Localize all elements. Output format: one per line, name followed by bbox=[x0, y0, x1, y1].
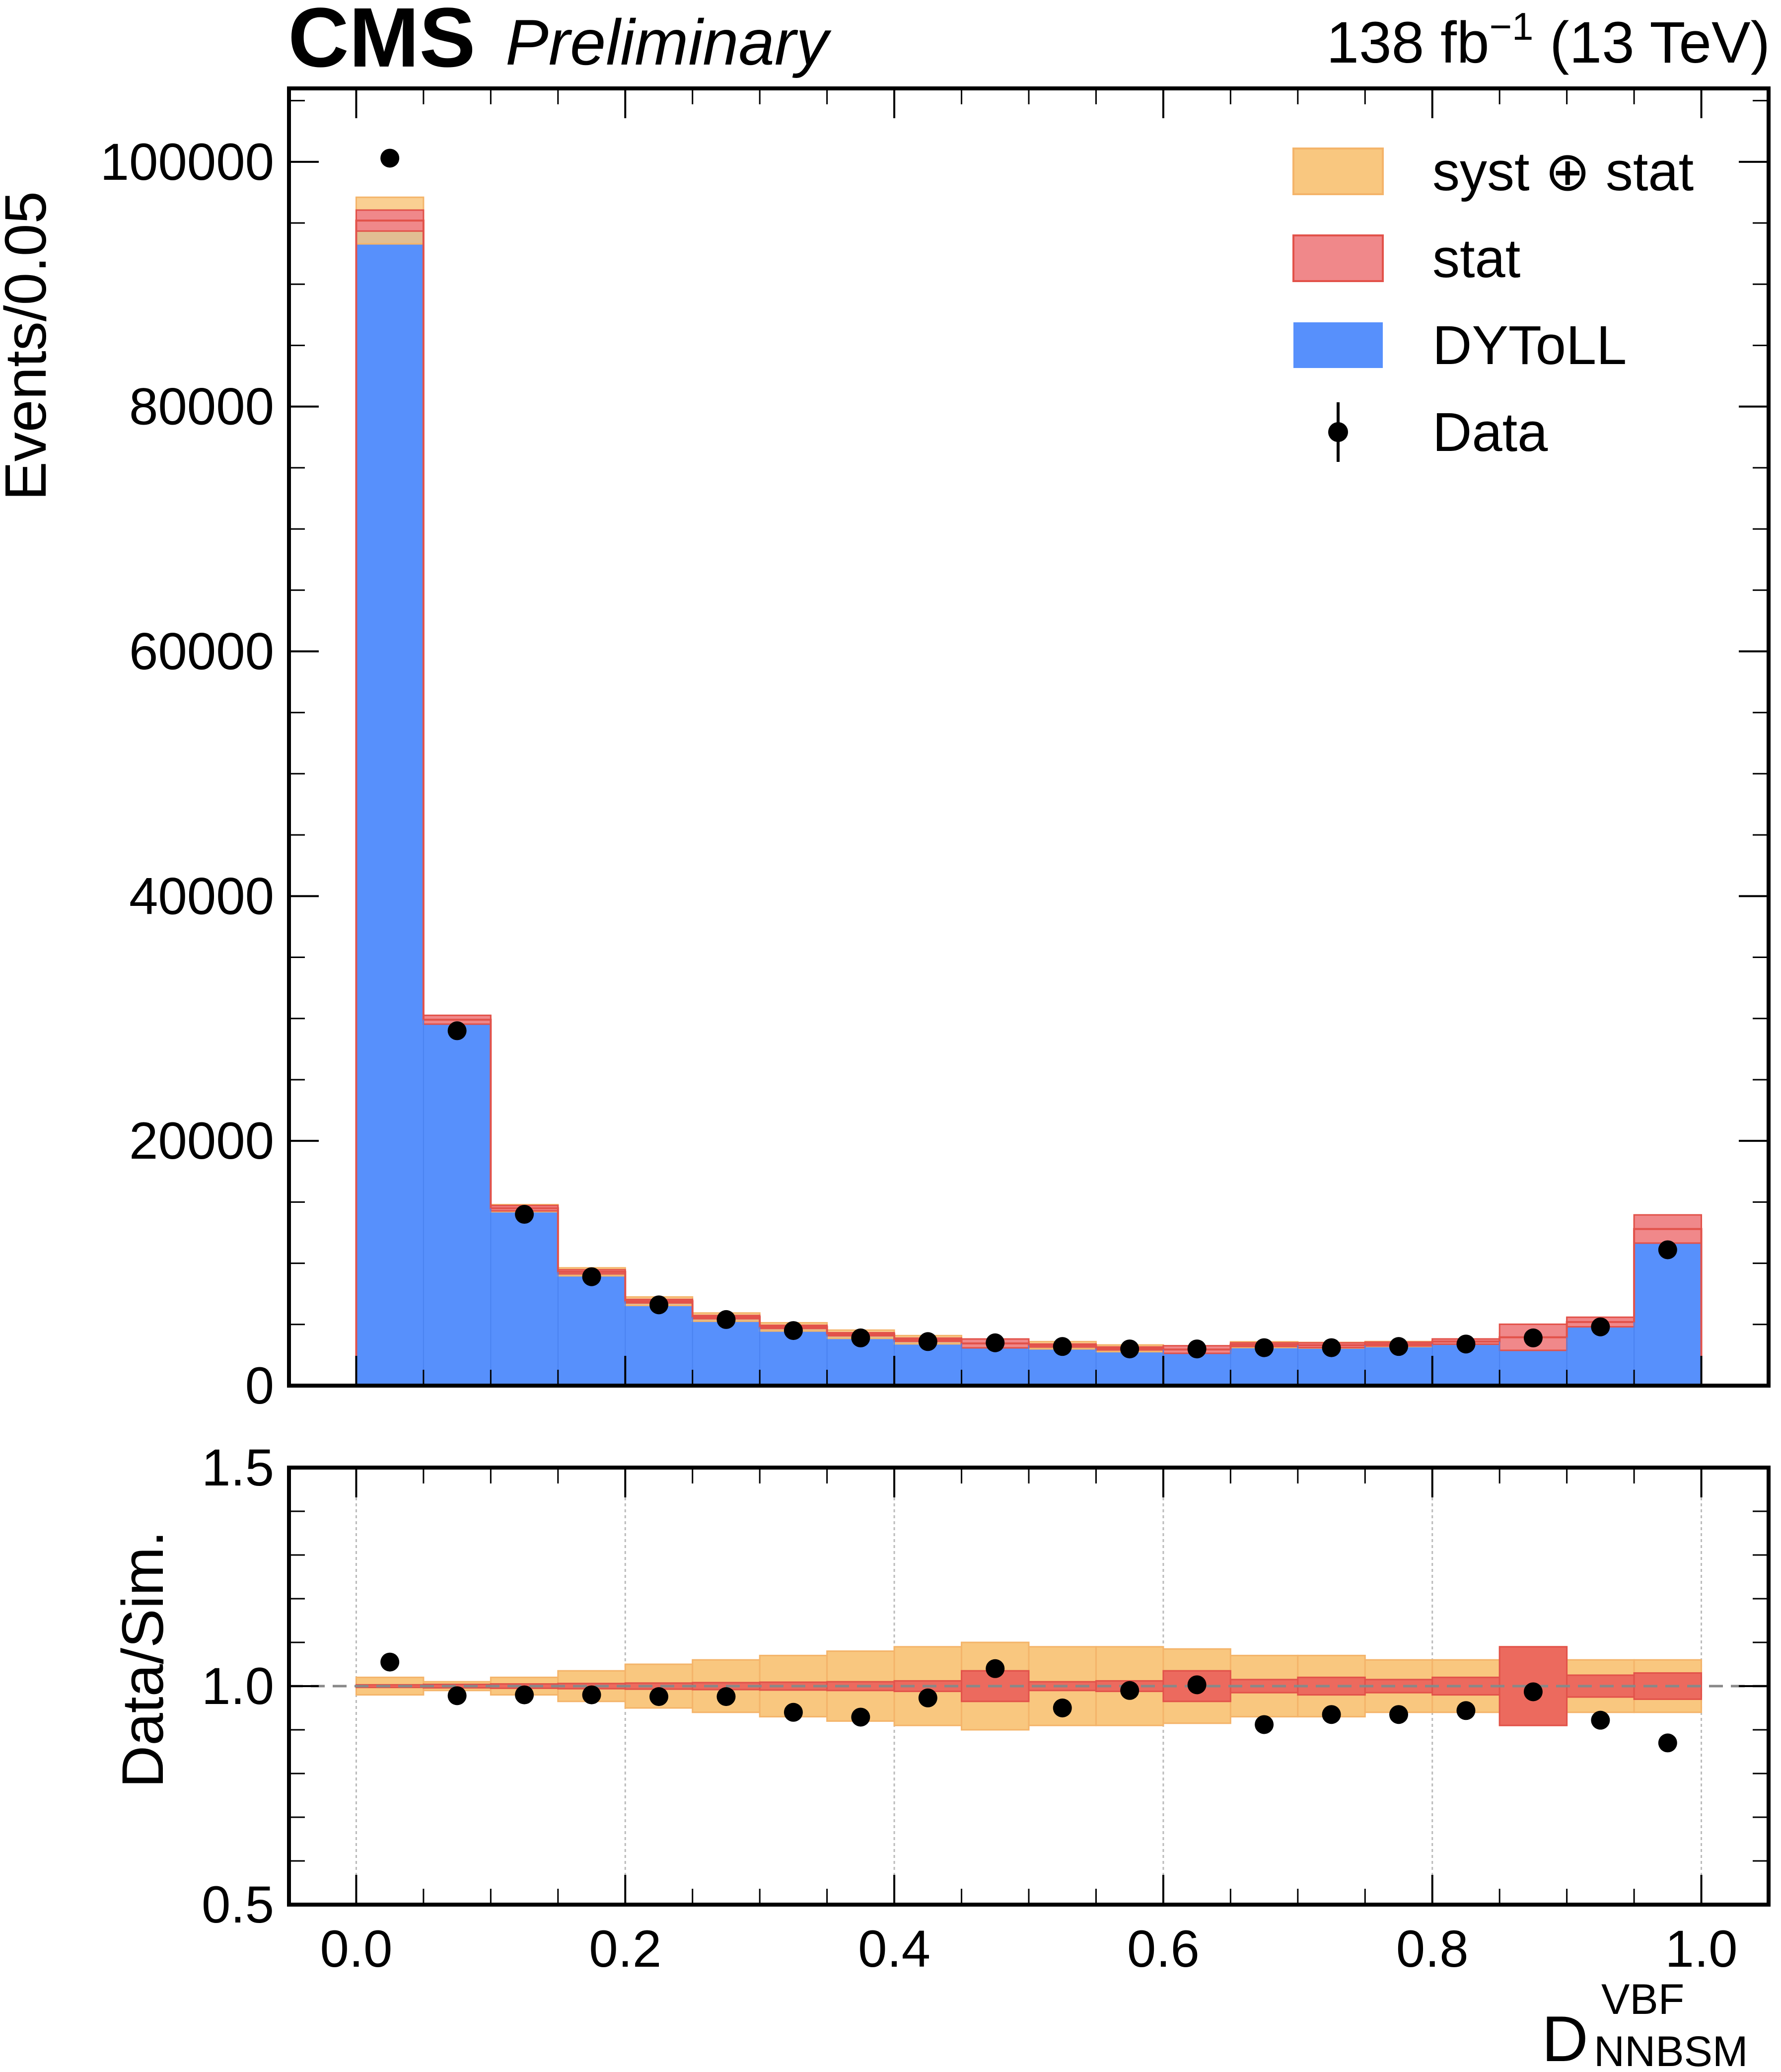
ratio-point bbox=[1322, 1705, 1341, 1724]
data-point bbox=[1591, 1317, 1610, 1336]
xlabel-sup: VBF bbox=[1601, 1976, 1684, 2023]
legend-label: DYToLL bbox=[1432, 315, 1627, 376]
ratio-point bbox=[716, 1687, 736, 1706]
legend-swatch bbox=[1292, 148, 1384, 195]
data-point bbox=[1187, 1339, 1207, 1359]
xtick-label: 0.0 bbox=[320, 1920, 392, 1978]
dy-bar bbox=[356, 221, 424, 1386]
ratio-ytick-label: 0.5 bbox=[202, 1876, 274, 1934]
data-point bbox=[784, 1321, 803, 1340]
ratio-point bbox=[380, 1652, 400, 1672]
legend-label: syst ⊕ stat bbox=[1432, 141, 1694, 202]
data-point bbox=[1523, 1328, 1543, 1347]
data-point bbox=[918, 1332, 937, 1351]
dy-outline bbox=[355, 220, 1703, 1386]
ratio-point bbox=[986, 1659, 1005, 1678]
ytick-label: 80000 bbox=[129, 378, 274, 436]
legend-swatch bbox=[1293, 322, 1383, 368]
ratio-point bbox=[447, 1686, 467, 1705]
xtick-label: 0.6 bbox=[1127, 1920, 1200, 1978]
ratio-point bbox=[1187, 1675, 1207, 1695]
stat-band-ratio bbox=[1297, 1676, 1366, 1696]
main-ylabel: Events/0.05 bbox=[0, 191, 59, 501]
data-point bbox=[1255, 1338, 1274, 1357]
legend-label: Data bbox=[1432, 402, 1548, 463]
data-point bbox=[582, 1267, 601, 1286]
ratio-ylabel: Data/Sim. bbox=[110, 1531, 176, 1788]
ratio-point bbox=[1591, 1710, 1610, 1730]
legend-swatch bbox=[1292, 234, 1384, 282]
data-point bbox=[716, 1310, 736, 1329]
ratio-point bbox=[1389, 1705, 1408, 1724]
ratio-point bbox=[582, 1685, 601, 1704]
xtick-label: 1.0 bbox=[1665, 1920, 1738, 1978]
ratio-point bbox=[1658, 1733, 1677, 1753]
ratio-ytick-label: 1.0 bbox=[202, 1657, 274, 1715]
lumi-base: 138 fb bbox=[1326, 10, 1489, 75]
lumi-label: 138 fb−1 (13 TeV) bbox=[1326, 4, 1770, 75]
ytick-label: 20000 bbox=[129, 1112, 274, 1170]
xtick-label: 0.4 bbox=[858, 1920, 930, 1978]
ratio-point bbox=[1456, 1701, 1476, 1720]
ytick-label: 60000 bbox=[129, 623, 274, 681]
data-point bbox=[380, 148, 400, 168]
data-point bbox=[1658, 1240, 1677, 1259]
dy-bar bbox=[625, 1301, 693, 1386]
legend-label: stat bbox=[1432, 228, 1520, 289]
dy-bar bbox=[423, 1020, 491, 1386]
ytick-label: 0 bbox=[245, 1357, 274, 1415]
lumi-exponent: −1 bbox=[1489, 4, 1533, 48]
dy-bar bbox=[491, 1208, 558, 1386]
ratio-point bbox=[649, 1687, 668, 1706]
xtick-label: 0.8 bbox=[1396, 1920, 1469, 1978]
stat-band-ratio bbox=[1431, 1676, 1500, 1696]
data-point bbox=[851, 1328, 870, 1347]
xlabel-base: D bbox=[1542, 2002, 1588, 2072]
xlabel: D bbox=[1542, 2002, 1588, 2072]
data-point bbox=[1053, 1337, 1072, 1356]
data-point bbox=[447, 1021, 467, 1040]
dy-bar bbox=[558, 1271, 626, 1386]
legend-marker bbox=[1328, 422, 1348, 442]
stat-band-ratio bbox=[1364, 1679, 1433, 1694]
status-label: Preliminary bbox=[505, 6, 832, 78]
ratio-panel: 0.5 1.0 1.5 0.0 0.2 0.4 0.6 0.8 1.0 bbox=[202, 1439, 1771, 1978]
data-point bbox=[1456, 1334, 1476, 1354]
main-frame bbox=[287, 86, 1771, 1388]
ratio-point bbox=[1523, 1682, 1543, 1702]
data-point bbox=[986, 1333, 1005, 1352]
experiment-label: CMS bbox=[288, 0, 476, 85]
main-panel: 0 20000 40000 60000 80000 100000 bbox=[100, 86, 1771, 1415]
ytick-label: 40000 bbox=[129, 867, 274, 925]
data-point bbox=[515, 1205, 534, 1224]
ratio-point bbox=[1255, 1715, 1274, 1734]
xtick-label: 0.2 bbox=[589, 1920, 661, 1978]
data-point bbox=[1389, 1337, 1408, 1356]
data-point bbox=[649, 1295, 668, 1315]
ratio-ytick-label: 1.5 bbox=[202, 1439, 274, 1497]
ratio-point bbox=[515, 1685, 534, 1704]
ratio-point bbox=[1120, 1681, 1140, 1700]
ytick-label: 100000 bbox=[100, 133, 274, 191]
data-point bbox=[1120, 1339, 1140, 1359]
ratio-point bbox=[784, 1702, 803, 1722]
data-point bbox=[1322, 1338, 1341, 1357]
ratio-point bbox=[918, 1688, 937, 1707]
energy-label: (13 TeV) bbox=[1533, 10, 1770, 75]
legend: syst ⊕ stat stat DYToLL Data bbox=[1292, 141, 1694, 463]
ratio-point bbox=[851, 1707, 870, 1727]
xlabel-sub: NNBSM bbox=[1594, 2028, 1748, 2072]
ratio-point bbox=[1053, 1699, 1072, 1717]
